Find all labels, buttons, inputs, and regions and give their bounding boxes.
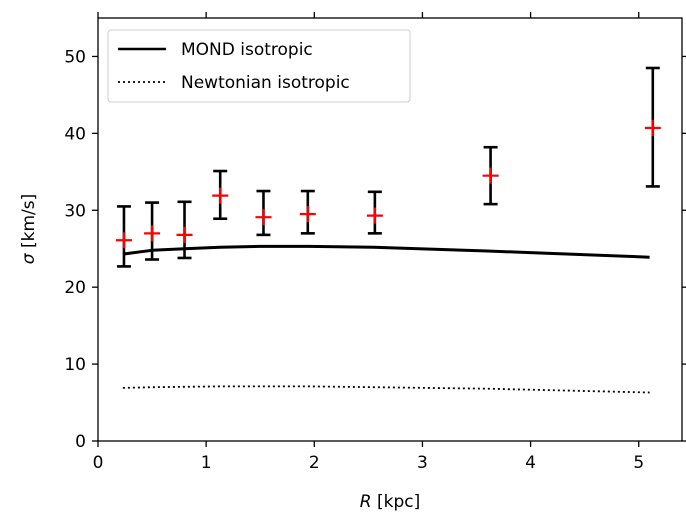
y-axis-label: σ [km/s]	[19, 194, 39, 264]
data-point	[482, 145, 499, 206]
data-point	[212, 169, 229, 221]
plot-area	[115, 66, 661, 394]
x-tick-label: 3	[417, 453, 428, 473]
x-tick-label: 5	[633, 453, 644, 473]
x-axis-label: R [kpc]	[360, 492, 420, 512]
data-point	[255, 189, 272, 237]
data-point	[115, 205, 132, 268]
legend-box	[107, 29, 411, 103]
data-point	[366, 190, 383, 235]
y-tick-label: 30	[64, 201, 86, 221]
x-tick-label: 1	[201, 453, 212, 473]
data-point	[299, 189, 316, 235]
legend-label-mond: MOND isotropic	[181, 40, 313, 60]
legend: MOND isotropic Newtonian isotropic	[107, 29, 411, 103]
data-point	[176, 200, 193, 260]
y-tick-label: 40	[64, 124, 86, 144]
x-tick-label: 4	[525, 453, 536, 473]
data-point	[644, 66, 661, 188]
y-tick-label: 50	[64, 47, 86, 67]
y-tick-label: 0	[75, 432, 86, 452]
y-tick-label: 20	[64, 278, 86, 298]
plot-frame	[97, 17, 683, 442]
y-tick-label: 10	[64, 355, 86, 375]
x-tick-label: 0	[93, 453, 104, 473]
data-point	[144, 201, 161, 261]
x-tick-label: 2	[309, 453, 320, 473]
mond-isotropic-line	[122, 244, 650, 259]
legend-label-newtonian: Newtonian isotropic	[181, 73, 350, 93]
newtonian-isotropic-line	[122, 385, 650, 394]
